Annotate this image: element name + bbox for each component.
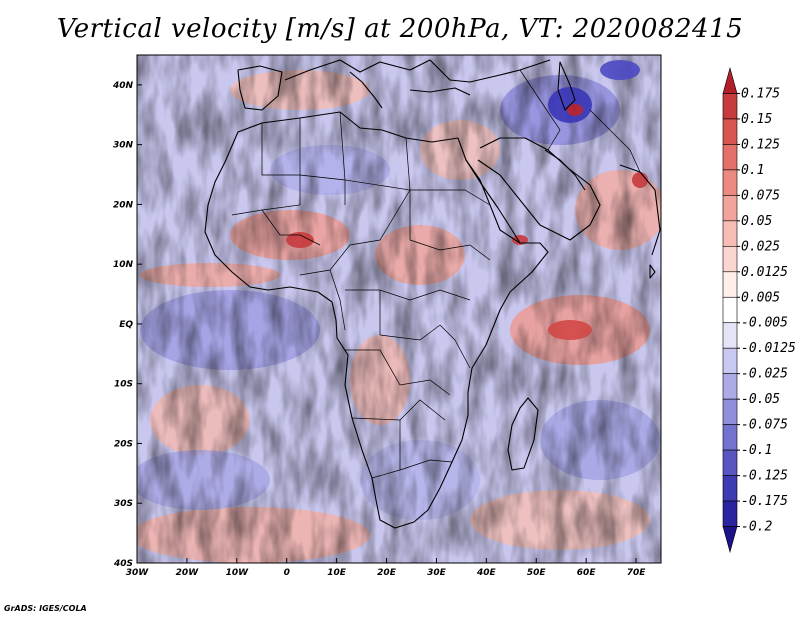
colorbar-cell bbox=[722, 195, 738, 222]
country-borders bbox=[231, 69, 641, 479]
x-tick-label: 20E bbox=[377, 568, 397, 578]
italy bbox=[349, 71, 383, 109]
india-coast bbox=[619, 164, 661, 256]
x-tick-label: 0 bbox=[284, 568, 290, 578]
y-axis: 40S 30S 20S 10S EQ 10N 20N 30N 40N bbox=[112, 81, 142, 569]
colorbar-label: -0.175 bbox=[741, 494, 788, 509]
colorbar-cell bbox=[722, 398, 738, 425]
x-axis: 30W 20W 10W 0 10E 20E 30E 40E 50E 60E 70E bbox=[126, 558, 646, 578]
colorbar-cell bbox=[722, 93, 738, 120]
map-frame bbox=[136, 54, 662, 564]
colorbar-cell bbox=[722, 246, 738, 273]
iberia bbox=[237, 65, 283, 111]
colorbar-cell bbox=[722, 271, 738, 298]
colorbar-label: 0.15 bbox=[741, 112, 772, 127]
y-tick-label: 20S bbox=[114, 439, 133, 449]
coastlines bbox=[204, 59, 661, 529]
map-title: Vertical velocity [m/s] at 200hPa, VT: 2… bbox=[56, 14, 744, 44]
colorbar-label: 0.175 bbox=[741, 86, 780, 101]
colorbar-cell bbox=[722, 347, 738, 374]
x-tick-label: 30W bbox=[126, 568, 150, 578]
x-tick-label: 40E bbox=[476, 568, 497, 578]
colorbar-label: 0.075 bbox=[741, 188, 780, 203]
madagascar bbox=[507, 397, 539, 471]
x-tick-label: 70E bbox=[627, 568, 647, 578]
colorbar-label: -0.1 bbox=[741, 443, 772, 458]
y-tick-label: 30N bbox=[113, 141, 134, 151]
colorbar-cell bbox=[722, 475, 738, 502]
colorbar-label: 0.1 bbox=[741, 163, 764, 178]
y-tick-label: 10S bbox=[114, 380, 133, 390]
x-tick-label: 10E bbox=[327, 568, 347, 578]
colorbar-cell bbox=[722, 449, 738, 476]
x-tick-label: 20W bbox=[176, 568, 200, 578]
colorbar-label: -0.125 bbox=[741, 469, 788, 484]
mediterranean-north bbox=[284, 59, 551, 83]
colorbar-label: 0.05 bbox=[741, 214, 772, 229]
x-tick-label: 30E bbox=[427, 568, 447, 578]
colorbar: 0.175 0.15 0.125 0.1 0.075 0.05 0.025 0.0125 0.0… bbox=[722, 66, 796, 554]
grads-credit: GrADS: IGES/COLA bbox=[4, 604, 87, 613]
colorbar-label: -0.2 bbox=[741, 520, 772, 535]
y-tick-label: 10N bbox=[113, 260, 134, 270]
colorbar-cell bbox=[722, 220, 738, 247]
colorbar-cell bbox=[722, 373, 738, 400]
colorbar-cell bbox=[722, 424, 738, 451]
colorbar-label: -0.005 bbox=[741, 316, 788, 331]
y-tick-label: 20N bbox=[113, 200, 134, 210]
x-tick-label: 60E bbox=[577, 568, 597, 578]
colorbar-label: 0.125 bbox=[741, 137, 780, 152]
colorbar-label: -0.075 bbox=[741, 418, 788, 433]
sri-lanka bbox=[649, 264, 656, 279]
y-tick-label: 30S bbox=[114, 499, 133, 509]
colorbar-cell bbox=[722, 296, 738, 324]
colorbar-label: -0.025 bbox=[741, 367, 788, 382]
greece-turkey bbox=[409, 87, 471, 96]
colorbar-cell bbox=[722, 144, 738, 171]
colorbar-label: -0.05 bbox=[741, 392, 780, 407]
arabia-coast bbox=[477, 137, 601, 241]
y-tick-label: 40S bbox=[113, 559, 133, 569]
colorbar-cell bbox=[722, 118, 738, 145]
x-tick-label: 50E bbox=[527, 568, 547, 578]
caspian bbox=[557, 61, 576, 111]
y-tick-label: 40N bbox=[112, 81, 134, 91]
red-sea-coast bbox=[465, 159, 521, 244]
colorbar-cell bbox=[722, 169, 738, 196]
y-tick-label: EQ bbox=[119, 320, 133, 330]
x-tick-label: 10W bbox=[226, 568, 250, 578]
colorbar-cell bbox=[722, 66, 738, 94]
velocity-field bbox=[137, 55, 661, 563]
colorbar-label: 0.005 bbox=[741, 290, 780, 305]
persian-gulf bbox=[544, 149, 586, 191]
colorbar-cell bbox=[722, 500, 738, 527]
colorbar-cell bbox=[722, 322, 738, 349]
colorbar-cell bbox=[722, 526, 738, 554]
colorbar-label: 0.0125 bbox=[741, 265, 788, 280]
colorbar-label: 0.025 bbox=[741, 239, 780, 254]
colorbar-label: -0.0125 bbox=[741, 341, 796, 356]
